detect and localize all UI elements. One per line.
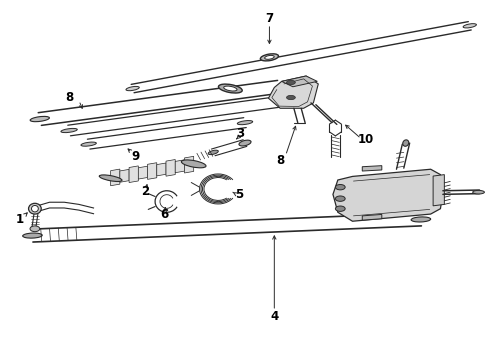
Text: 8: 8	[65, 91, 73, 104]
Ellipse shape	[81, 142, 97, 146]
Polygon shape	[433, 175, 444, 206]
Ellipse shape	[287, 80, 295, 85]
Ellipse shape	[335, 184, 345, 190]
Polygon shape	[111, 169, 120, 186]
Polygon shape	[147, 163, 157, 179]
Ellipse shape	[237, 121, 253, 125]
Ellipse shape	[99, 175, 122, 181]
Polygon shape	[282, 76, 318, 87]
Ellipse shape	[473, 190, 485, 194]
Ellipse shape	[61, 129, 77, 132]
Ellipse shape	[224, 86, 237, 91]
Ellipse shape	[31, 206, 38, 212]
Text: 3: 3	[236, 127, 244, 140]
Polygon shape	[120, 169, 129, 182]
Text: 10: 10	[358, 133, 374, 146]
Ellipse shape	[463, 24, 476, 28]
Polygon shape	[157, 163, 166, 176]
Polygon shape	[362, 215, 382, 220]
Polygon shape	[138, 166, 147, 179]
Text: 8: 8	[276, 154, 284, 167]
Ellipse shape	[265, 55, 274, 59]
Polygon shape	[166, 159, 175, 176]
Ellipse shape	[239, 140, 251, 146]
Text: 4: 4	[270, 310, 278, 323]
Text: 5: 5	[235, 188, 243, 201]
Ellipse shape	[23, 233, 42, 238]
Ellipse shape	[30, 226, 40, 231]
Ellipse shape	[403, 140, 409, 146]
Text: 9: 9	[131, 150, 139, 163]
Text: 1: 1	[16, 213, 24, 226]
Ellipse shape	[208, 150, 219, 154]
Ellipse shape	[335, 196, 345, 201]
Text: 6: 6	[160, 208, 169, 221]
Ellipse shape	[126, 86, 139, 91]
Ellipse shape	[335, 206, 345, 211]
Polygon shape	[333, 169, 443, 221]
Ellipse shape	[28, 203, 41, 214]
Ellipse shape	[30, 116, 49, 122]
Ellipse shape	[411, 217, 431, 222]
Polygon shape	[184, 156, 194, 173]
Polygon shape	[175, 160, 184, 173]
Polygon shape	[362, 166, 382, 171]
Text: 2: 2	[141, 185, 149, 198]
Ellipse shape	[287, 95, 295, 100]
Ellipse shape	[181, 160, 206, 168]
Ellipse shape	[219, 84, 242, 93]
Polygon shape	[269, 76, 318, 108]
Polygon shape	[129, 166, 138, 183]
Text: 7: 7	[266, 12, 273, 25]
Ellipse shape	[260, 54, 278, 61]
